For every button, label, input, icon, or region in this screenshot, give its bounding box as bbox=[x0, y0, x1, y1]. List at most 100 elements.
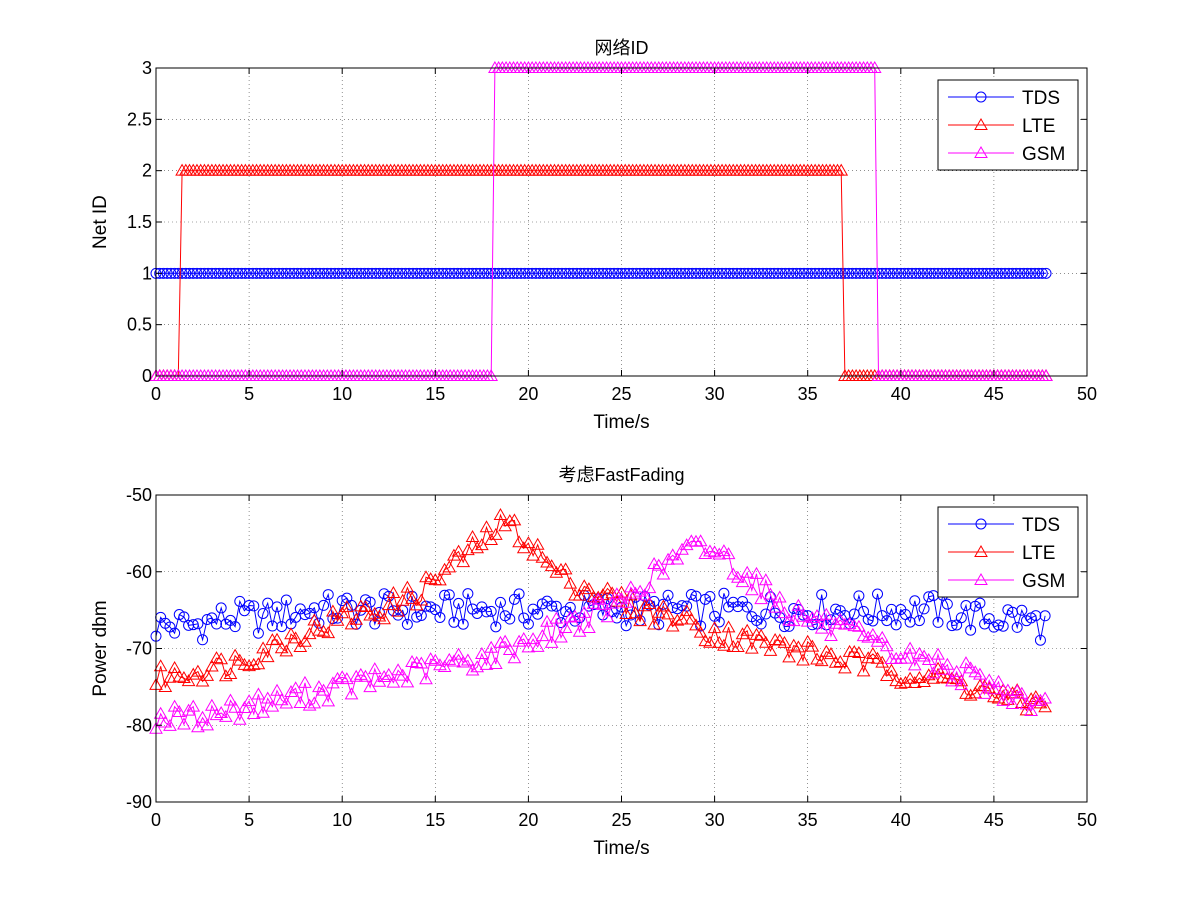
data-point bbox=[516, 631, 531, 645]
data-point bbox=[788, 603, 800, 615]
data-point bbox=[530, 267, 542, 279]
x-tick-label: 45 bbox=[984, 810, 1004, 830]
data-point bbox=[532, 608, 544, 620]
data-point bbox=[511, 267, 523, 279]
data-point bbox=[634, 267, 646, 279]
data-point bbox=[813, 267, 825, 279]
data-point bbox=[211, 618, 223, 630]
data-point bbox=[856, 664, 871, 677]
data-point bbox=[535, 629, 550, 642]
data-point bbox=[572, 588, 587, 601]
x-tick-label: 50 bbox=[1077, 384, 1097, 404]
data-point bbox=[637, 599, 652, 612]
data-point bbox=[693, 625, 708, 638]
data-point bbox=[973, 267, 985, 279]
data-point bbox=[293, 695, 308, 708]
data-point bbox=[400, 675, 415, 688]
data-point bbox=[312, 680, 326, 693]
data-point bbox=[1030, 610, 1042, 622]
data-point bbox=[400, 580, 415, 593]
data-point bbox=[817, 267, 829, 279]
data-point bbox=[890, 619, 902, 631]
data-point bbox=[824, 267, 836, 279]
data-point bbox=[936, 267, 948, 279]
data-point bbox=[228, 648, 242, 661]
data-point bbox=[502, 514, 517, 527]
data-point bbox=[870, 634, 885, 647]
data-point bbox=[903, 671, 917, 684]
data-point bbox=[265, 699, 280, 712]
data-point bbox=[169, 627, 181, 639]
data-point bbox=[1005, 696, 1020, 709]
data-point bbox=[209, 651, 224, 664]
data-point bbox=[809, 267, 821, 279]
data-point bbox=[181, 674, 196, 687]
data-point bbox=[777, 606, 792, 619]
data-point bbox=[187, 267, 199, 279]
data-point bbox=[437, 267, 449, 279]
data-point bbox=[838, 617, 852, 630]
data-point bbox=[679, 604, 694, 617]
data-point bbox=[571, 267, 583, 279]
data-point bbox=[999, 267, 1011, 279]
data-point bbox=[582, 582, 596, 595]
data-point bbox=[980, 267, 992, 279]
data-point bbox=[494, 596, 506, 608]
data-point bbox=[679, 267, 691, 279]
data-point bbox=[392, 267, 404, 279]
data-point bbox=[776, 267, 788, 279]
data-point bbox=[1016, 604, 1028, 616]
data-point bbox=[814, 654, 829, 667]
data-point bbox=[824, 628, 838, 641]
data-point bbox=[262, 267, 274, 279]
data-point bbox=[866, 627, 880, 640]
data-point bbox=[180, 267, 192, 279]
data-point bbox=[783, 620, 795, 632]
data-point bbox=[236, 267, 248, 279]
data-point bbox=[161, 267, 173, 279]
data-point bbox=[690, 267, 702, 279]
data-point bbox=[662, 589, 674, 601]
data-point bbox=[526, 267, 538, 279]
data-point bbox=[1018, 267, 1030, 279]
data-point bbox=[783, 267, 795, 279]
data-point bbox=[630, 267, 642, 279]
data-point bbox=[858, 605, 870, 617]
data-point bbox=[502, 643, 517, 656]
data-point bbox=[891, 267, 903, 279]
data-point bbox=[493, 508, 508, 521]
plot-area bbox=[156, 495, 1087, 802]
data-point bbox=[452, 267, 464, 279]
data-point bbox=[578, 267, 590, 279]
data-point bbox=[716, 267, 728, 279]
x-tick-label: 10 bbox=[332, 384, 352, 404]
data-point bbox=[266, 620, 278, 632]
data-point bbox=[926, 666, 941, 679]
data-point bbox=[582, 620, 596, 633]
data-point bbox=[689, 618, 703, 631]
data-point bbox=[949, 664, 964, 677]
data-point bbox=[456, 655, 471, 668]
data-point bbox=[344, 617, 359, 630]
x-axis-label: Time/s bbox=[593, 838, 649, 859]
data-point bbox=[349, 669, 364, 682]
data-point bbox=[1039, 368, 1053, 381]
data-point bbox=[735, 267, 747, 279]
data-point bbox=[963, 661, 978, 674]
y-tick-label: 0.5 bbox=[127, 315, 152, 335]
data-point bbox=[645, 267, 657, 279]
data-point bbox=[519, 267, 531, 279]
data-point bbox=[923, 591, 935, 603]
data-point bbox=[485, 605, 497, 617]
x-tick-label: 45 bbox=[984, 384, 1004, 404]
data-point bbox=[232, 712, 247, 725]
data-point bbox=[407, 267, 419, 279]
data-point bbox=[885, 603, 897, 615]
data-point bbox=[386, 675, 401, 688]
data-point bbox=[437, 562, 452, 575]
data-point bbox=[668, 267, 680, 279]
data-point bbox=[358, 600, 373, 613]
data-point bbox=[386, 585, 401, 598]
data-point bbox=[377, 670, 391, 683]
data-point bbox=[411, 267, 423, 279]
